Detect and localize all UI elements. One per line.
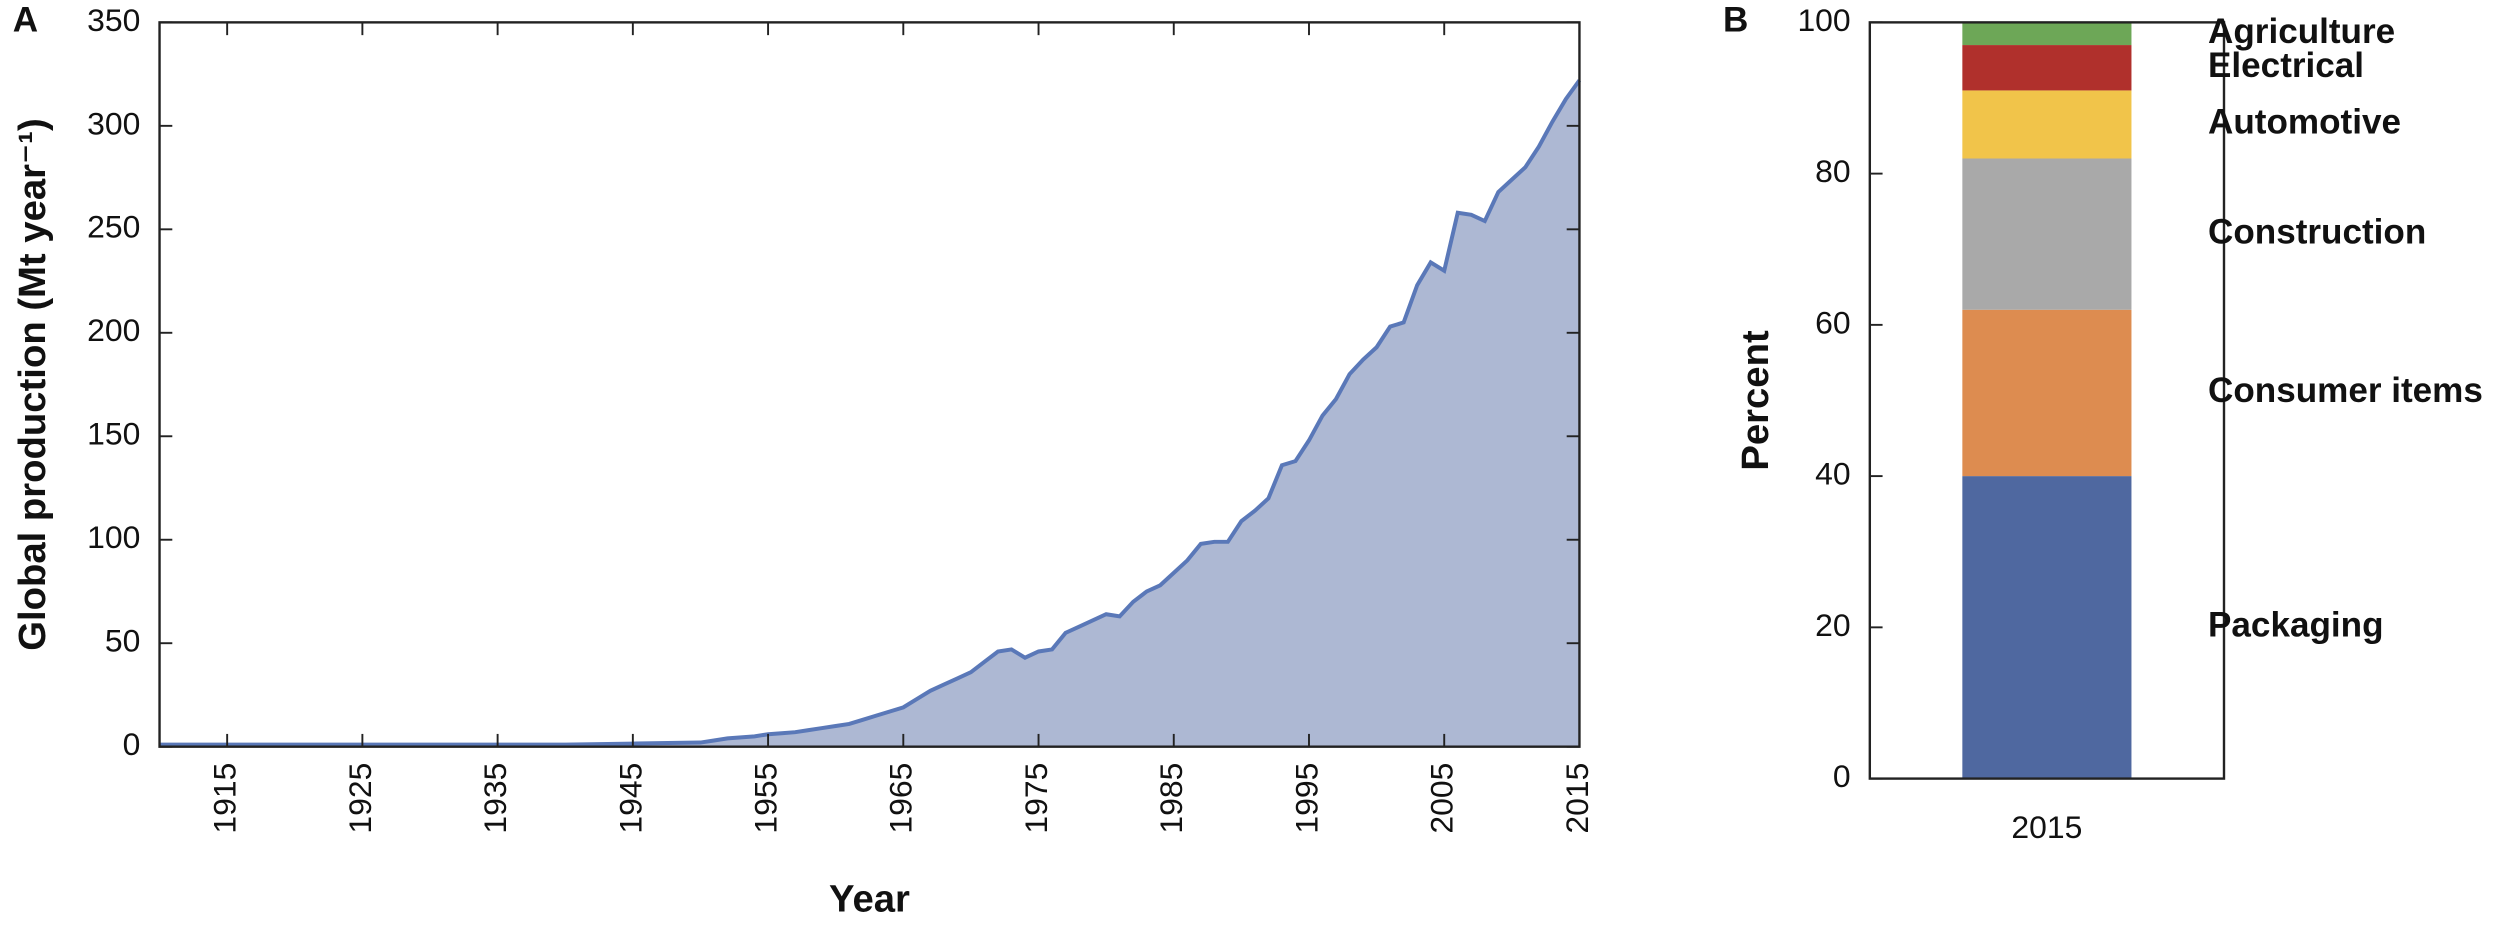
y-axis-label: Global production (Mt year⁻¹)	[11, 118, 54, 651]
y-tick-label: 100	[87, 519, 140, 555]
y-axis-label: Percent	[1734, 330, 1777, 471]
x-tick-label: 1965	[883, 763, 919, 834]
panel-label: B	[1723, 1, 1748, 40]
y-tick-label: 20	[1815, 607, 1850, 643]
y-tick-label: 50	[105, 623, 140, 659]
plot-frame	[158, 21, 1581, 748]
y-tick-label: 0	[123, 726, 141, 762]
legend-label: Packaging	[2208, 606, 2383, 645]
bar-segment	[1962, 90, 2132, 159]
area-line	[159, 79, 1582, 747]
bar-segment	[1962, 309, 2132, 477]
y-tick-label: 300	[87, 105, 140, 141]
x-tick-label: 1945	[612, 763, 648, 834]
x-tick-label: 1925	[342, 763, 378, 834]
y-tick-label: 350	[87, 2, 140, 38]
y-tick-label: 80	[1815, 153, 1850, 189]
y-tick-label: 100	[1797, 2, 1850, 38]
bar-segment	[1962, 45, 2132, 91]
plot-frame	[1868, 21, 2226, 780]
x-tick-label: 1955	[747, 763, 783, 834]
x-tick-label: 1935	[477, 763, 513, 834]
x-tick-label: 1915	[207, 763, 243, 834]
legend-label: Construction	[2208, 212, 2426, 251]
y-tick-label: 200	[87, 312, 140, 348]
x-tick-label: 1975	[1018, 763, 1054, 834]
legend-label: Electrical	[2208, 46, 2364, 85]
x-tick-label: 2005	[1424, 763, 1460, 834]
bar-segment	[1962, 476, 2132, 779]
y-tick-label: 150	[87, 416, 140, 452]
legend-label: Automotive	[2208, 103, 2401, 142]
panel-label: A	[13, 1, 38, 40]
x-tick-label: 1995	[1288, 763, 1324, 834]
x-tick-label: 2015	[1559, 763, 1595, 834]
y-tick-label: 60	[1815, 304, 1850, 340]
area-fill	[159, 80, 1580, 747]
x-tick-label: 1985	[1153, 763, 1189, 834]
x-tick-label: 2015	[2011, 809, 2082, 845]
legend-label: Consumer items	[2208, 371, 2483, 410]
y-tick-label: 0	[1833, 758, 1851, 794]
y-tick-label: 40	[1815, 456, 1850, 492]
bar-segment	[1962, 158, 2132, 310]
y-tick-label: 250	[87, 209, 140, 245]
x-axis-label: Year	[829, 878, 910, 921]
legend-label: Agriculture	[2208, 12, 2395, 51]
bar-segment	[1962, 22, 2132, 46]
